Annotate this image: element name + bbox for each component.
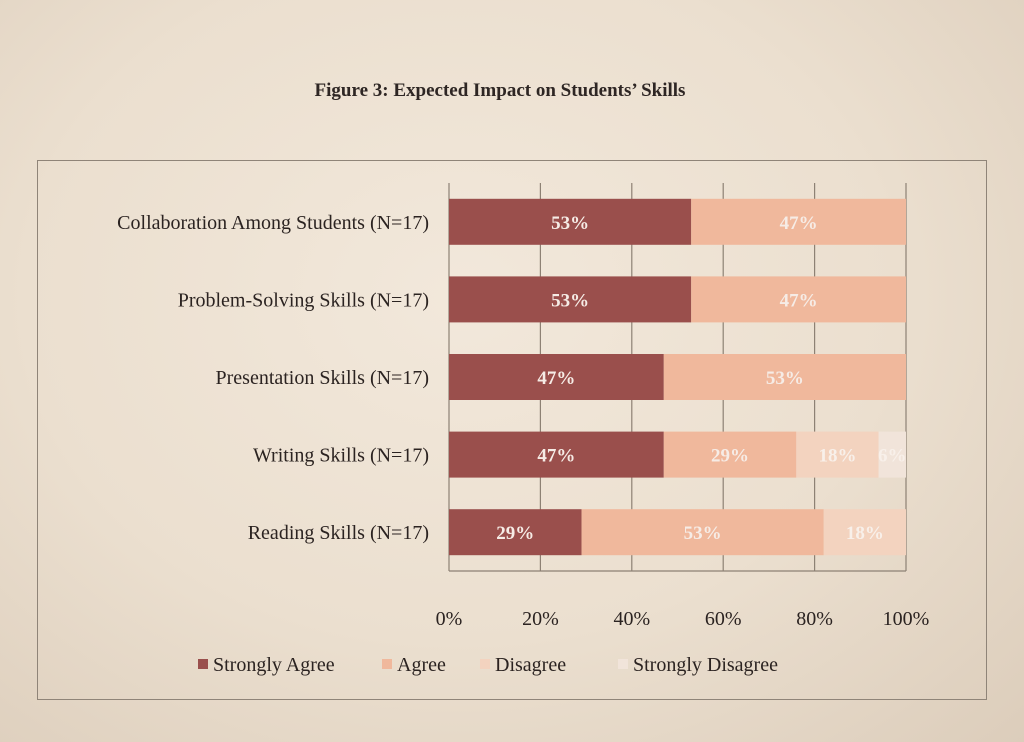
- bar-segment: [581, 509, 824, 556]
- x-tick-label: 60%: [705, 608, 742, 630]
- category-label: Reading Skills (N=17): [248, 522, 429, 544]
- data-label: 47%: [537, 446, 575, 467]
- legend-label: Strongly Agree: [213, 654, 335, 676]
- legend-swatch: [480, 659, 490, 669]
- bar-segment: [449, 509, 582, 556]
- chart-frame: 0% 20% 40% 60% 80% 100% Collaboration Among St…: [37, 160, 987, 700]
- data-label: 18%: [846, 523, 884, 544]
- bar-segment: [449, 198, 692, 245]
- legend-label: Agree: [397, 654, 446, 676]
- x-tick-label: 0%: [436, 608, 463, 630]
- legend-swatch: [198, 659, 208, 669]
- x-tick-label: 100%: [883, 608, 930, 630]
- data-label: 29%: [711, 446, 749, 467]
- legend-label: Disagree: [495, 654, 566, 676]
- bar-segment: [823, 509, 906, 556]
- category-label: Problem-Solving Skills (N=17): [178, 289, 429, 311]
- bar-segment: [663, 431, 797, 478]
- category-label: Writing Skills (N=17): [253, 445, 429, 467]
- bar-segment: [691, 276, 906, 323]
- x-tick-label: 20%: [522, 608, 559, 630]
- bar-segment: [663, 354, 906, 400]
- bar-segment: [449, 354, 664, 400]
- legend-swatch: [382, 659, 392, 669]
- data-label: 53%: [684, 523, 722, 544]
- figure-title: Figure 3: Expected Impact on Students’ S…: [314, 80, 686, 101]
- bar-segment: [449, 431, 664, 478]
- legend-swatch: [618, 659, 628, 669]
- data-label: 47%: [537, 368, 575, 389]
- bar-segment: [878, 431, 906, 478]
- x-tick-label: 80%: [796, 608, 833, 630]
- x-tick-label: 40%: [613, 608, 650, 630]
- data-label: 18%: [818, 446, 856, 467]
- bar-segment: [449, 276, 692, 323]
- data-label: 6%: [878, 446, 907, 467]
- data-label: 47%: [780, 213, 818, 234]
- category-label: Presentation Skills (N=17): [216, 367, 430, 389]
- stacked-bar-chart: 0% 20% 40% 60% 80% 100% Collaboration Among St…: [117, 183, 930, 676]
- data-label: 29%: [496, 523, 534, 544]
- legend-label: Strongly Disagree: [633, 654, 778, 676]
- data-label: 53%: [551, 290, 589, 311]
- data-label: 53%: [551, 213, 589, 234]
- data-label: 47%: [780, 290, 818, 311]
- data-label: 53%: [766, 368, 804, 389]
- bar-segment: [691, 198, 906, 245]
- category-label: Collaboration Among Students (N=17): [117, 212, 429, 234]
- bar-segment: [796, 431, 879, 478]
